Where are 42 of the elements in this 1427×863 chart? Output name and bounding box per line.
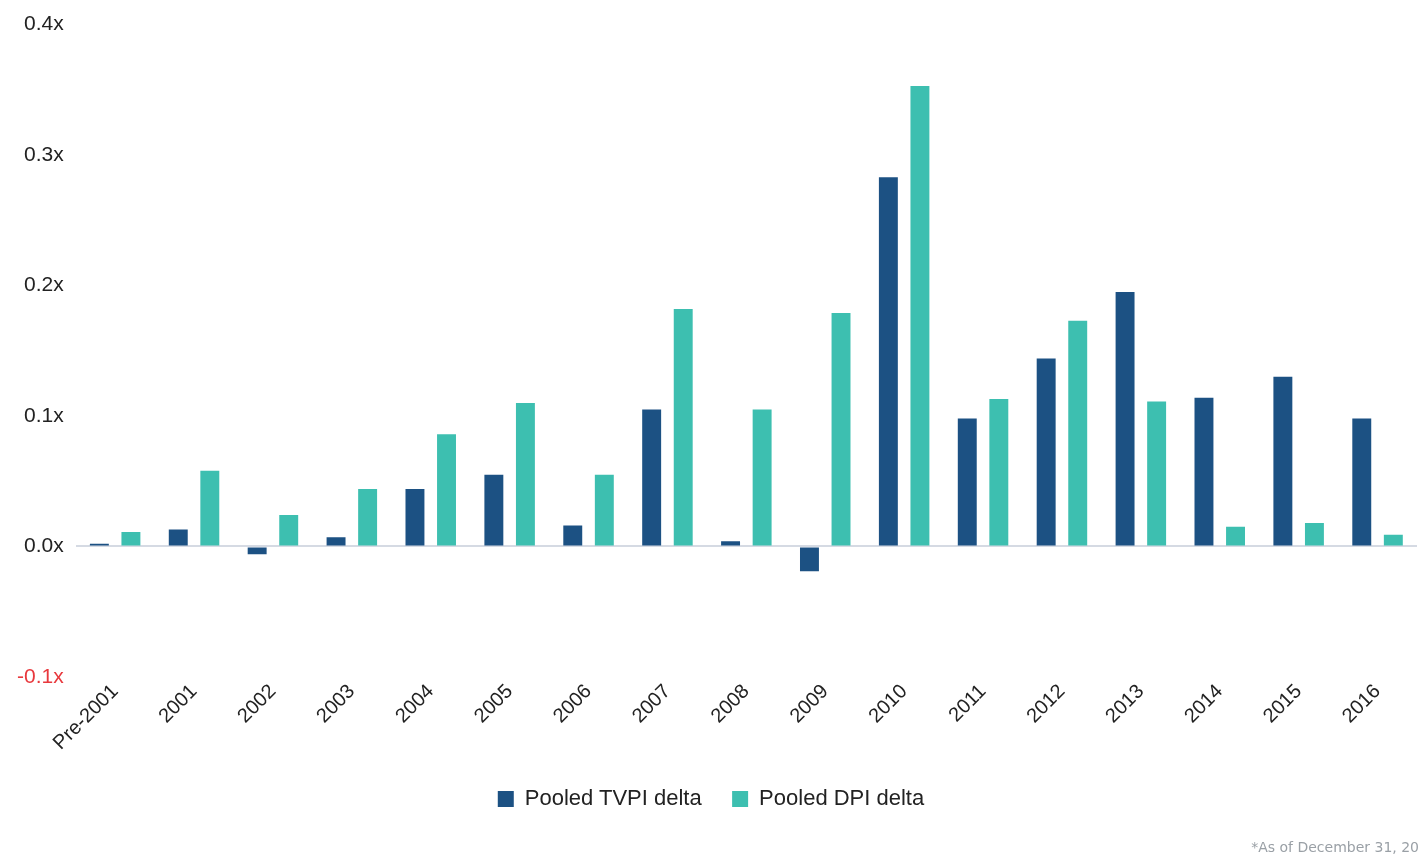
bar <box>168 529 188 546</box>
bar <box>200 470 220 546</box>
text: *As of December 31, 20 <box>1251 839 1419 855</box>
bar <box>831 312 851 546</box>
y-tick-label: 0.0x <box>23 533 65 557</box>
bar <box>1147 401 1167 546</box>
bar <box>721 541 741 546</box>
y-tick-label: 0.3x <box>23 141 65 165</box>
y-tick-label: -0.1x <box>17 663 65 687</box>
bar <box>1068 320 1088 546</box>
bar <box>957 418 977 546</box>
y-tick-label: 0.4x <box>23 11 65 35</box>
legend-label: Pooled DPI delta <box>759 785 925 811</box>
bar <box>673 308 693 546</box>
bar <box>1115 292 1135 546</box>
bar <box>563 525 583 546</box>
bar <box>326 537 346 546</box>
bar <box>358 489 378 546</box>
bar <box>800 547 819 572</box>
y-tick-label: 0.1x <box>23 402 65 426</box>
bar <box>279 515 299 546</box>
bar <box>121 532 141 546</box>
bar <box>1383 534 1403 546</box>
bar <box>1352 418 1372 546</box>
bar <box>594 474 614 546</box>
bar <box>878 177 898 546</box>
bar <box>1194 397 1214 546</box>
bar <box>437 434 456 546</box>
bar <box>1226 526 1245 546</box>
bar <box>484 474 504 546</box>
bar <box>642 409 662 546</box>
bar <box>405 489 425 546</box>
bar <box>910 85 930 546</box>
bar <box>989 398 1009 546</box>
legend-label: Pooled TVPI delta <box>524 785 703 811</box>
bar <box>1036 358 1056 546</box>
bar <box>515 402 535 546</box>
bar <box>247 547 267 555</box>
bar <box>752 409 772 546</box>
bar <box>1304 522 1324 546</box>
y-tick-label: 0.2x <box>23 272 65 296</box>
bar <box>1273 376 1293 546</box>
